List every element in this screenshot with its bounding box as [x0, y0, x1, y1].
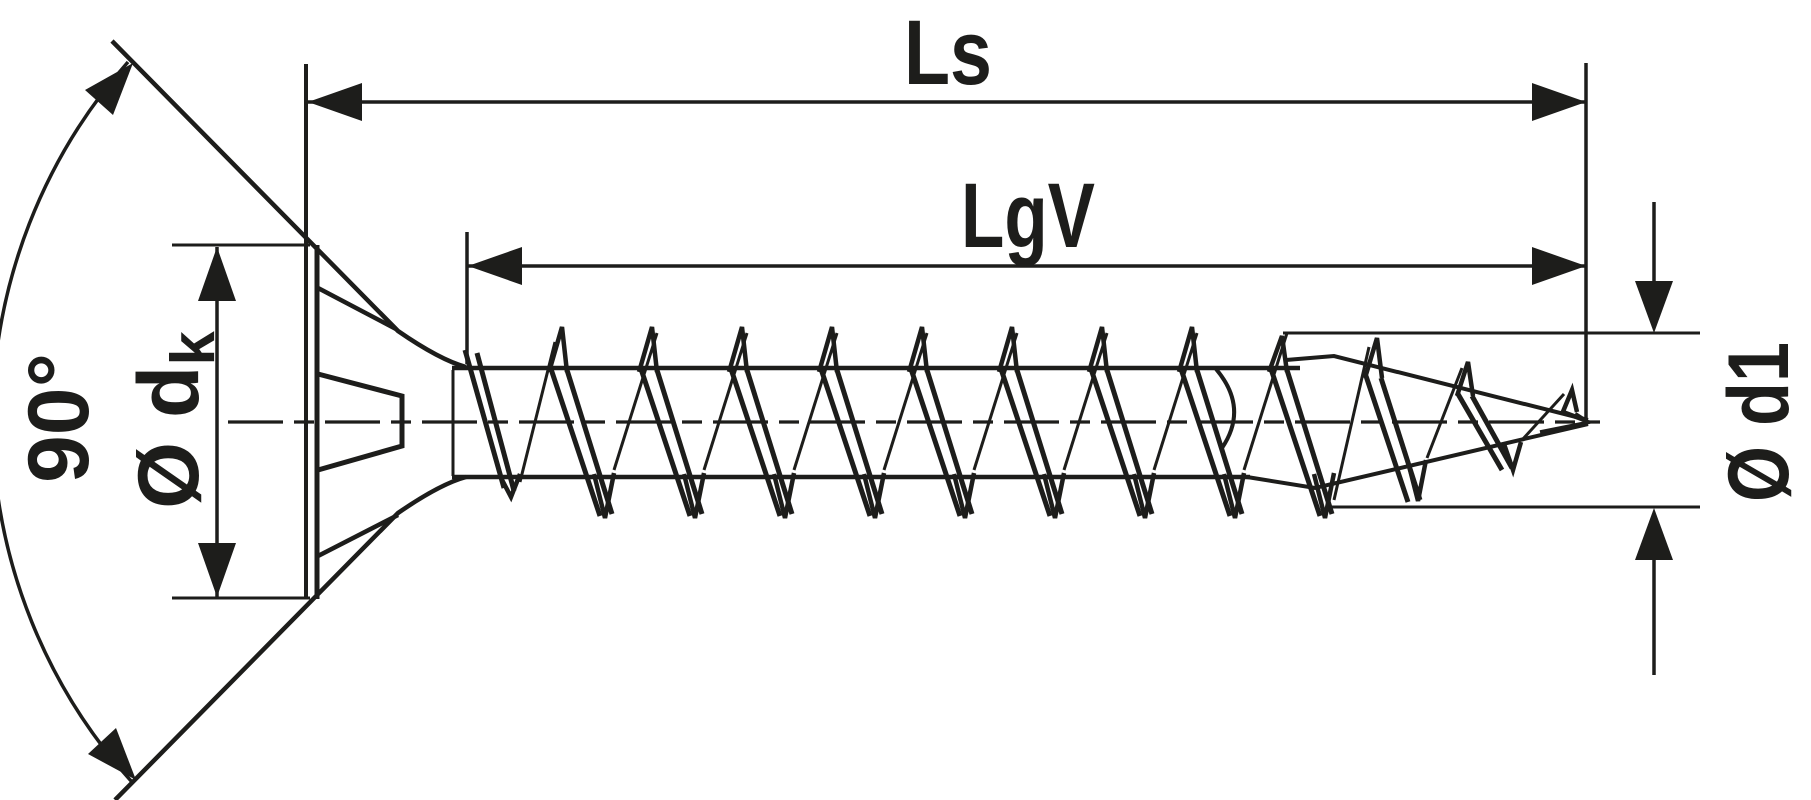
label-head-diameter: Ø dk — [121, 331, 228, 509]
thread-back-flank — [1152, 332, 1199, 471]
head-cone-top-line — [110, 39, 467, 370]
thread-crest — [726, 326, 750, 373]
head-cone-top-inner-line — [316, 286, 398, 331]
thread-back-flank — [612, 332, 659, 471]
dimension-angle — [0, 60, 136, 784]
thread-crest — [816, 326, 840, 373]
thread-root-crest — [681, 472, 707, 519]
tip-root-crest — [1501, 441, 1524, 478]
thread-root-crest — [1041, 472, 1067, 519]
drive-recess — [317, 371, 405, 473]
thread-back-flank — [972, 332, 1019, 471]
thread-back-flank — [1242, 332, 1289, 471]
tip-crest — [1559, 382, 1580, 415]
angle-bottom-arrowhead-icon — [88, 728, 136, 780]
tip-taper-top-line — [1285, 353, 1589, 422]
thread-root-crest — [861, 472, 887, 519]
dk-top-arrowhead-icon — [198, 247, 236, 301]
thread-back-flank — [1332, 346, 1371, 501]
core-end-arc — [1214, 367, 1236, 450]
thread-root-crest — [591, 472, 617, 519]
thread-root-crest — [1131, 472, 1157, 519]
thread-root-crest — [771, 472, 797, 519]
thread-flank — [564, 369, 615, 515]
angle-arc — [0, 60, 134, 784]
tip-crest — [1362, 337, 1385, 379]
dimension-labels: Ls LgV 90° Ø dk Ø d1 — [11, 2, 1807, 509]
thread-crest — [636, 326, 660, 373]
thread-turns — [546, 326, 1371, 519]
ls-right-arrowhead-icon — [1532, 83, 1586, 121]
thread-flank — [1268, 368, 1323, 517]
tip-root-crest — [1405, 459, 1429, 502]
ls-left-arrowhead-icon — [308, 83, 362, 121]
thread-flank — [744, 369, 795, 515]
tip-thread-turns — [1362, 337, 1591, 503]
thread-flank — [818, 368, 873, 517]
thread-first-root-crest — [498, 473, 523, 503]
thread-first-flank — [474, 352, 517, 492]
thread-flank — [1284, 369, 1335, 515]
label-head-diameter-sub: k — [159, 331, 228, 366]
thread-flank — [834, 369, 885, 515]
dimension-dk — [172, 243, 310, 600]
label-head-diameter-main: Ø d — [121, 366, 217, 509]
tip-flank — [1455, 392, 1505, 472]
thread-crest — [906, 326, 930, 373]
dk-bottom-arrowhead-icon — [198, 543, 236, 597]
thread-flank — [998, 368, 1053, 517]
thread-flank — [924, 369, 975, 515]
lgv-left-arrowhead-icon — [468, 247, 522, 285]
thread-flank — [548, 368, 603, 517]
thread-flank — [654, 369, 705, 515]
thread-flank — [1194, 369, 1245, 515]
tip-back-flank — [1425, 367, 1464, 459]
thread-flank — [1088, 368, 1143, 517]
thread-flank — [638, 368, 693, 517]
thread-crest — [1086, 326, 1110, 373]
thread-back-flank — [1062, 332, 1109, 471]
lgv-right-arrowhead-icon — [1532, 247, 1586, 285]
thread-first-flank — [462, 349, 507, 489]
tip-point — [1539, 420, 1591, 434]
thread-crest — [996, 326, 1020, 373]
tip-crest — [1454, 361, 1476, 397]
thread-back-flank — [792, 332, 839, 471]
dimension-lgv — [465, 232, 1586, 364]
label-head-angle: 90° — [11, 353, 107, 483]
thread-flank — [1178, 368, 1233, 517]
thread-flank — [1104, 369, 1155, 515]
head-cone-bottom-line — [113, 474, 467, 800]
thread-root-crest — [951, 472, 977, 519]
dimension-d1 — [1283, 202, 1700, 675]
angle-top-arrowhead-icon — [85, 63, 133, 115]
d1-bottom-arrowhead-icon — [1635, 508, 1673, 560]
dimension-ls — [308, 63, 1588, 419]
tip-back-flank — [1520, 392, 1566, 442]
thread-root-crest — [1221, 472, 1247, 519]
label-thread-diameter: Ø d1 — [1711, 342, 1807, 502]
label-thread-length: LgV — [961, 165, 1095, 267]
thread-back-flank — [702, 332, 749, 471]
tip-flank — [1363, 375, 1411, 503]
thread-flank — [1014, 369, 1065, 515]
thread-crest — [1176, 326, 1200, 373]
tip-flank — [1469, 394, 1515, 470]
thread-crest — [546, 326, 570, 373]
d1-top-arrowhead-icon — [1635, 281, 1673, 333]
head-cone-bottom-inner-line — [316, 512, 400, 559]
thread-flank — [728, 368, 783, 517]
screw-head — [110, 39, 467, 800]
screw-shank — [451, 326, 1591, 519]
thread-back-flank — [882, 332, 929, 471]
thread-flank — [908, 368, 963, 517]
label-total-length: Ls — [904, 2, 992, 104]
thread-crest — [1266, 335, 1290, 373]
